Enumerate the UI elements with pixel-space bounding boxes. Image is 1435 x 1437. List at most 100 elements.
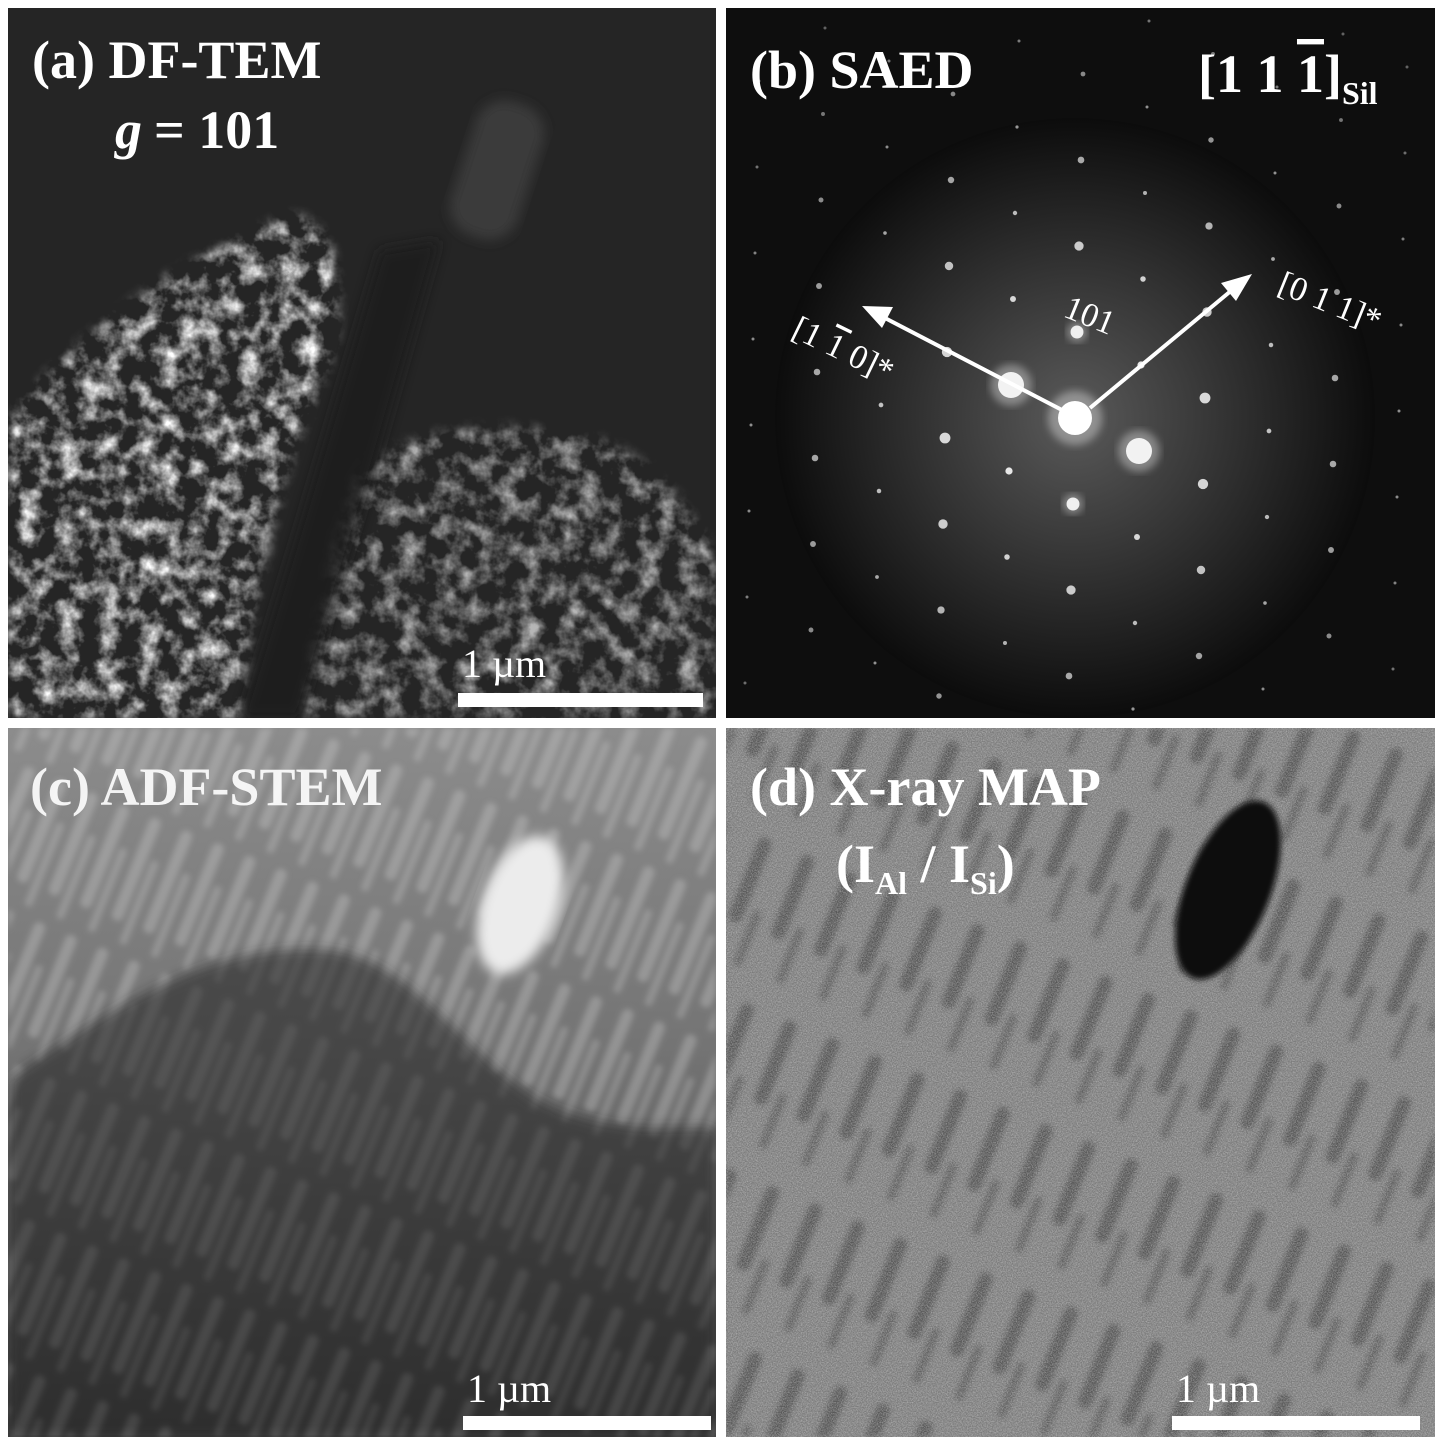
diffraction-spot bbox=[937, 606, 944, 613]
ratio-sub-al: Al bbox=[875, 865, 907, 901]
panel-a: (a) DF-TEM g= 101 1 µm bbox=[8, 8, 716, 718]
diffraction-spot bbox=[1148, 20, 1151, 23]
diffraction-spot bbox=[1074, 241, 1083, 250]
diffraction-spot bbox=[1140, 276, 1146, 282]
noise-texture bbox=[726, 728, 1435, 1437]
diffraction-spot bbox=[1271, 257, 1275, 261]
figure: (a) DF-TEM g= 101 1 µm (b) SAED [1 1 1]S… bbox=[0, 0, 1435, 1437]
diffraction-spot bbox=[1198, 479, 1208, 489]
diffraction-spot bbox=[1328, 547, 1334, 553]
ratio-open: (I bbox=[836, 834, 875, 894]
diffraction-spot bbox=[1133, 621, 1137, 625]
diffraction-spot bbox=[1004, 554, 1010, 560]
diffraction-spot bbox=[809, 628, 814, 633]
scale-bar bbox=[458, 693, 703, 707]
scale-bar bbox=[1172, 1416, 1420, 1430]
spot-glow bbox=[1048, 391, 1102, 445]
diffraction-spot bbox=[1398, 410, 1401, 413]
diffraction-spot bbox=[886, 146, 889, 149]
diffraction-spot bbox=[1274, 172, 1277, 175]
diffraction-spot bbox=[1066, 585, 1075, 594]
diffraction-spot bbox=[1402, 238, 1405, 241]
ratio-mid: / I bbox=[907, 834, 970, 894]
diffraction-spot bbox=[1197, 566, 1205, 574]
diffraction-spot bbox=[1339, 118, 1343, 122]
diffraction-spot bbox=[879, 403, 884, 408]
panel-label: (b) SAED bbox=[750, 40, 974, 100]
diffraction-spot bbox=[938, 519, 947, 528]
ratio-close: ) bbox=[997, 834, 1015, 894]
panel-d: (d) X-ray MAP (IAl / ISi) 1 µm bbox=[726, 728, 1435, 1437]
diffraction-spot bbox=[816, 283, 822, 289]
panel-c: (c) ADF-STEM 1 µm bbox=[8, 728, 716, 1437]
diffraction-spot bbox=[756, 166, 759, 169]
diffraction-spot bbox=[823, 26, 826, 29]
diffraction-spot bbox=[752, 338, 755, 341]
diffraction-spot bbox=[1131, 707, 1134, 710]
diffraction-spot bbox=[1200, 393, 1211, 404]
diffraction-spot bbox=[750, 424, 753, 427]
diffraction-spot bbox=[1066, 673, 1073, 680]
diffraction-spot bbox=[1332, 375, 1339, 382]
panel-label: (d) X-ray MAP bbox=[750, 757, 1101, 817]
diffraction-spot bbox=[1196, 653, 1202, 659]
diffraction-spot bbox=[936, 693, 941, 698]
diffraction-spot bbox=[1330, 461, 1337, 468]
diffraction-spot bbox=[814, 369, 821, 376]
diffraction-spot bbox=[1010, 296, 1016, 302]
diffraction-spot bbox=[874, 662, 877, 665]
diffraction-spot bbox=[1394, 582, 1397, 585]
zone-axis-prefix: [1 1 bbox=[1198, 44, 1297, 104]
diffraction-spot bbox=[744, 682, 747, 685]
g-value: = 101 bbox=[154, 100, 279, 160]
panel-label: (a) DF-TEM bbox=[32, 30, 321, 90]
diffraction-spot bbox=[1013, 211, 1017, 215]
diffraction-spot bbox=[1406, 66, 1409, 69]
diffraction-spot bbox=[948, 177, 954, 183]
scale-bar-label: 1 µm bbox=[1176, 1366, 1260, 1411]
spot-glow bbox=[1063, 494, 1084, 515]
panel-b: (b) SAED [1 1 1]Sil 101 [1 1 0]* [0 1 1]… bbox=[726, 8, 1435, 718]
diffraction-spot bbox=[940, 433, 951, 444]
zone-axis-suffix: ] bbox=[1324, 44, 1342, 104]
diffraction-spot bbox=[1005, 467, 1012, 474]
scale-bar-label: 1 µm bbox=[467, 1366, 551, 1411]
diffraction-spot bbox=[1396, 496, 1399, 499]
diffraction-spot bbox=[1018, 40, 1021, 43]
diffraction-spot bbox=[1146, 106, 1149, 109]
panel-label: (c) ADF-STEM bbox=[30, 757, 382, 817]
zone-axis-subscript: Sil bbox=[1342, 75, 1378, 111]
diffraction-spot bbox=[877, 489, 881, 493]
diffraction-spot bbox=[812, 455, 819, 462]
diffraction-spot bbox=[1267, 429, 1272, 434]
page: (a) DF-TEM g= 101 1 µm (b) SAED [1 1 1]S… bbox=[0, 0, 1435, 1437]
ratio-sub-si: Si bbox=[970, 865, 997, 901]
diffraction-spot bbox=[1337, 204, 1342, 209]
diffraction-spot bbox=[1392, 668, 1395, 671]
diffraction-spot bbox=[754, 252, 757, 255]
diffraction-spot bbox=[1081, 72, 1086, 77]
diffraction-spot bbox=[1015, 125, 1018, 128]
diffraction-spot bbox=[1078, 157, 1085, 164]
diffraction-spot bbox=[1342, 33, 1345, 36]
diffraction-spot bbox=[810, 541, 816, 547]
diffraction-spot bbox=[1134, 534, 1140, 540]
diffraction-spot bbox=[1262, 688, 1265, 691]
g-symbol: g bbox=[114, 100, 142, 160]
diffraction-spot bbox=[875, 575, 879, 579]
diffraction-spot bbox=[1265, 515, 1269, 519]
diffraction-spot bbox=[821, 112, 825, 116]
diffraction-spot bbox=[945, 262, 953, 270]
diffraction-spot bbox=[1143, 191, 1147, 195]
zone-axis-overbar: 1 bbox=[1297, 44, 1324, 104]
spot-glow bbox=[1118, 430, 1160, 472]
diffraction-spot bbox=[1208, 137, 1213, 142]
diffraction-spot bbox=[883, 231, 887, 235]
diffraction-spot bbox=[1400, 324, 1403, 327]
diffraction-spot bbox=[1263, 601, 1267, 605]
scale-bar-label: 1 µm bbox=[462, 641, 546, 686]
diffraction-spot bbox=[1269, 343, 1273, 347]
diffraction-spot bbox=[819, 198, 824, 203]
scale-bar bbox=[463, 1416, 711, 1430]
diffraction-spot bbox=[746, 596, 749, 599]
